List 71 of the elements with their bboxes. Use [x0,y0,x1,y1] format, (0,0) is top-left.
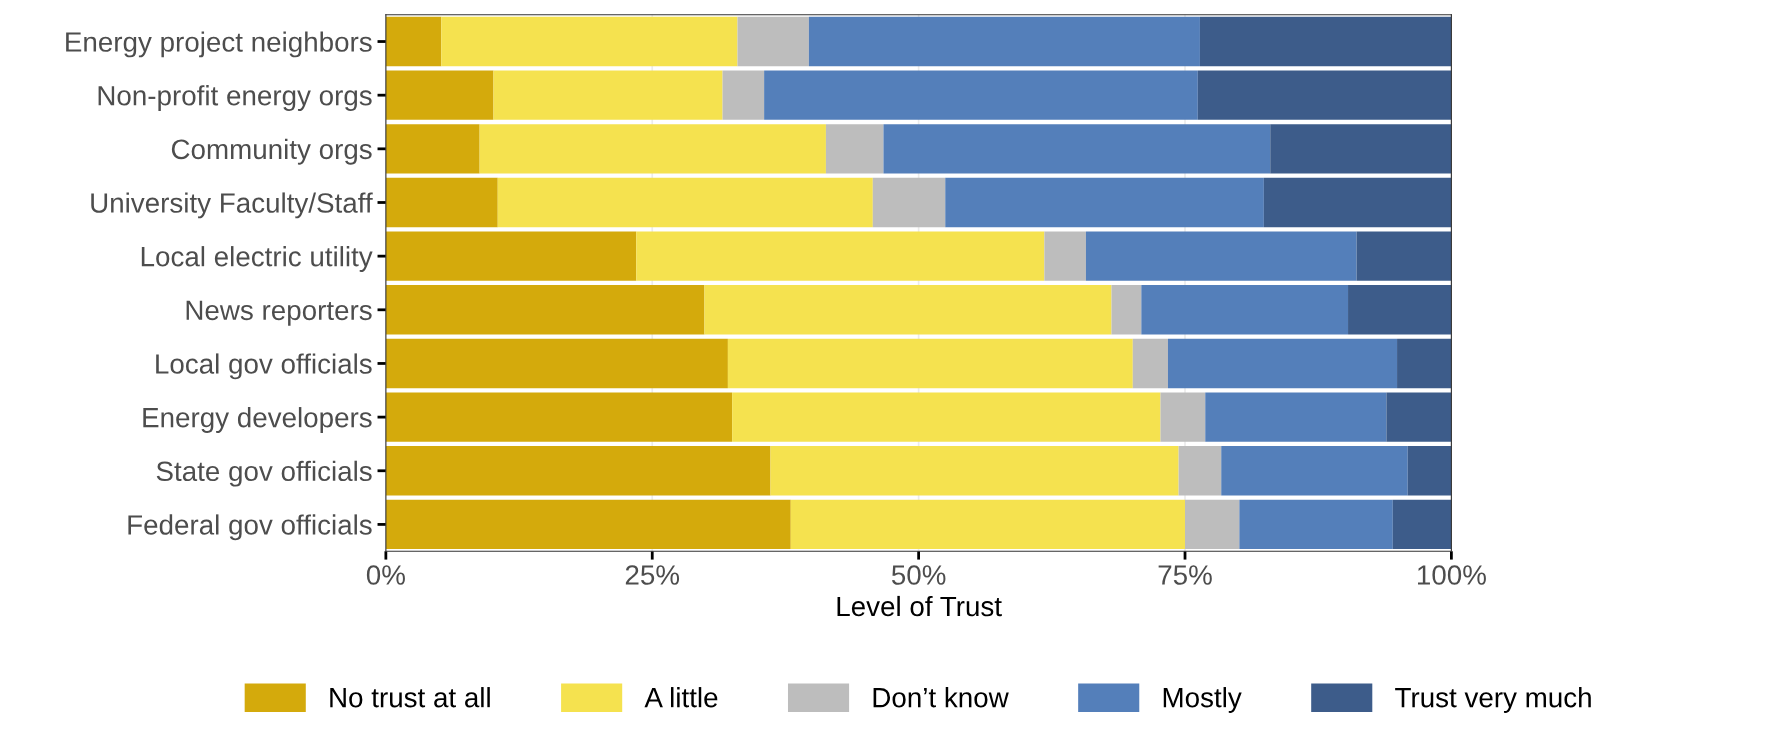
bar [1392,499,1452,550]
bar [732,392,1161,442]
bar [1160,392,1206,442]
bar [1386,392,1452,442]
legend-label: A little [644,687,718,708]
y-tick-label: State gov officials [156,460,372,487]
legend-label: Don’t know [873,687,1009,708]
bar [493,70,723,120]
y-tick-label: Community orgs [171,138,372,165]
bar [385,446,771,496]
x-axis-title: Level of Trust [837,595,1002,617]
y-tick-label: University Faculty/Staff [91,192,373,219]
bar [385,177,498,228]
bar [764,70,1198,120]
bar [385,392,733,442]
bar [808,16,1200,67]
bar [385,285,705,335]
bar [636,231,1045,281]
bar [1407,446,1452,496]
bar [385,231,637,281]
bar [1205,392,1387,442]
bar [1141,285,1349,335]
bar [1178,446,1222,496]
bar [497,177,873,228]
y-tick-label: Energy developers [143,407,372,433]
y-tick-label: Federal gov officials [128,514,372,541]
bar [825,124,884,174]
bar [1197,70,1452,120]
bar [1085,231,1357,281]
y-tick-label: Local electric utility [141,246,373,272]
x-tick-label: 0% [366,565,405,585]
y-tick-label: Energy project neighbors [66,31,372,58]
bar [385,16,442,67]
bar [1044,231,1086,281]
bar [1270,124,1452,174]
bar [704,285,1112,335]
legend-label: Trust very much [1395,687,1591,713]
bar [1167,338,1398,389]
x-tick-label: 75% [1158,565,1212,585]
bar [1356,231,1452,281]
bar [945,177,1264,228]
bar [722,70,765,120]
bar [385,499,791,550]
bar [385,124,480,174]
bar [1263,177,1452,228]
bar [1348,285,1452,335]
bar [441,16,738,67]
bar [872,177,946,228]
bar [1221,446,1408,496]
bar [1397,338,1452,389]
legend-label: Mostly [1163,687,1242,713]
x-tick-label: 100% [1418,565,1486,585]
bar [385,338,728,389]
legend-label: No trust at all [330,687,490,708]
bar [790,499,1186,550]
bar [385,70,494,120]
bar [1111,285,1142,335]
x-tick-label: 50% [891,565,946,585]
bar [883,124,1271,174]
bar [770,446,1179,496]
bar [737,16,809,67]
bar [1199,16,1452,67]
y-tick-label: Non-profit energy orgs [98,85,372,112]
x-tick-label: 25% [625,565,680,585]
bar [1185,499,1240,550]
y-tick-label: Local gov officials [156,353,372,380]
y-tick-label: News reporters [186,300,372,326]
bar [1132,338,1168,389]
bar [727,338,1133,389]
bar [1239,499,1393,550]
bar [479,124,826,174]
